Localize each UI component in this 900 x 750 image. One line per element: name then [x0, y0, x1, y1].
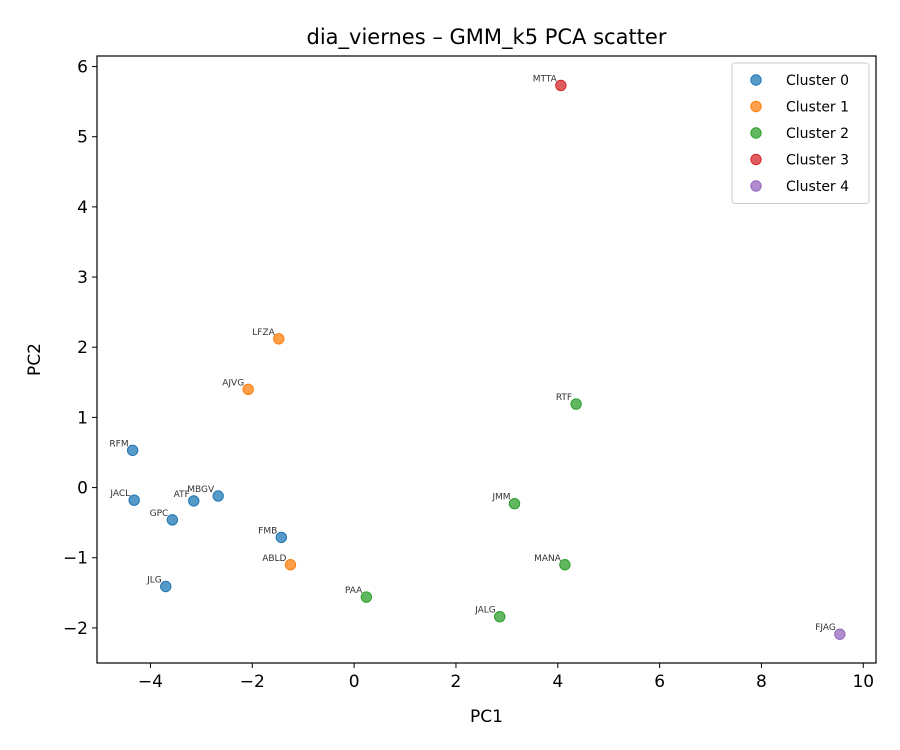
point-label-rfm: RFM	[109, 439, 128, 449]
point-label-jalg: JALG	[474, 606, 496, 616]
point-label-rtf: RTF	[556, 393, 572, 403]
x-tick-label: −4	[138, 672, 163, 692]
point-label-paa: PAA	[345, 586, 363, 596]
data-point-lfza	[273, 333, 285, 345]
x-tick-label: 4	[552, 672, 563, 692]
y-tick-label: 3	[77, 268, 88, 288]
data-point-rtf	[570, 398, 582, 410]
data-point-fmb	[275, 531, 288, 544]
legend-entry: Cluster 1	[786, 100, 849, 116]
data-point-jlg	[160, 580, 172, 593]
data-point-gpc	[166, 514, 179, 526]
y-tick-label: 4	[77, 198, 88, 218]
x-tick-label: 2	[451, 672, 462, 692]
chart-title: dia_viernes – GMM_k5 PCA scatter	[307, 25, 667, 50]
y-axis: −2 −1 0 1 2 3 4 5 6	[63, 58, 97, 639]
data-point-jalg	[494, 610, 506, 623]
point-label-lfza: LFZA	[252, 328, 275, 338]
y-tick-label: 6	[77, 58, 88, 78]
y-tick-label: 1	[77, 408, 88, 428]
legend-marker	[750, 74, 762, 86]
y-axis-label: PC2	[25, 343, 45, 376]
y-tick-label: 0	[77, 479, 88, 499]
point-label-fjag: FJAG	[815, 623, 836, 633]
data-point-mtta	[555, 79, 567, 92]
point-label-gpc: GPC	[150, 509, 169, 519]
data-point-fjag	[834, 628, 846, 640]
data-point-jmm	[508, 498, 521, 510]
legend-marker	[750, 100, 762, 113]
point-label-mtta: MTTA	[533, 74, 558, 84]
data-point-ajvg	[242, 383, 254, 396]
legend-box	[731, 62, 870, 204]
data-point-rfm	[126, 444, 139, 457]
legend-marker	[750, 153, 762, 166]
x-axis: −4 −2 0 2 4 6 8 10	[138, 663, 874, 692]
legend-marker	[750, 127, 762, 139]
point-label-jacl: JACL	[109, 489, 130, 499]
legend-entry: Cluster 4	[786, 179, 849, 195]
data-point-paa	[360, 591, 373, 603]
data-point-atf	[188, 495, 200, 507]
y-tick-label: 2	[77, 338, 88, 358]
plot-frame	[96, 55, 877, 664]
x-tick-label: 10	[852, 672, 874, 692]
data-point-jacl	[128, 494, 140, 506]
x-tick-label: 8	[756, 672, 767, 692]
legend-entry: Cluster 0	[786, 73, 849, 89]
point-label-jmm: JMM	[491, 493, 510, 503]
x-axis-label: PC1	[470, 707, 503, 727]
data-point-mbgv	[212, 490, 224, 502]
y-tick-label: 5	[77, 128, 88, 148]
data-points	[126, 79, 846, 640]
x-tick-label: 6	[654, 672, 665, 692]
x-tick-label: 0	[349, 672, 360, 692]
y-tick-label: −1	[63, 549, 88, 569]
point-label-fmb: FMB	[258, 526, 277, 536]
point-label-mana: MANA	[534, 554, 562, 564]
x-tick-label: −2	[240, 672, 265, 692]
legend-marker	[750, 180, 762, 192]
y-tick-label: −2	[63, 619, 88, 639]
data-point-mana	[559, 559, 571, 571]
legend-entry: Cluster 3	[786, 153, 849, 169]
point-label-atf: ATF	[174, 490, 190, 500]
data-point-abld	[284, 559, 297, 571]
point-label-mbgv: MBGV	[187, 485, 215, 495]
point-label-abld: ABLD	[262, 554, 286, 564]
point-label-jlg: JLG	[146, 576, 162, 586]
legend: Cluster 0 Cluster 1 Cluster 2 Cluster 3 Clus…	[731, 62, 870, 204]
point-label-ajvg: AJVG	[222, 378, 244, 388]
legend-entry: Cluster 2	[786, 126, 849, 142]
